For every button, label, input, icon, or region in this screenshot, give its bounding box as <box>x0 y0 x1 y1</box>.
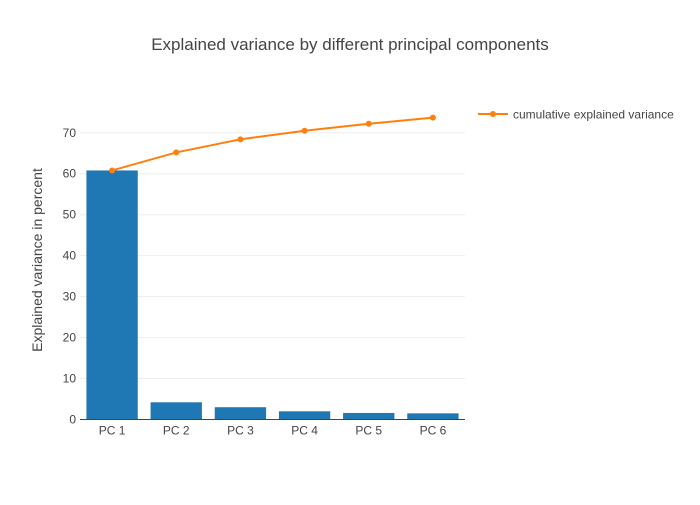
line-point[interactable] <box>237 136 244 143</box>
bar[interactable] <box>407 413 459 420</box>
legend-marker-symbol <box>490 111 496 117</box>
y-axis-title: Explained variance in percent <box>29 168 45 352</box>
line-point[interactable] <box>365 120 372 127</box>
line-point[interactable] <box>429 114 436 121</box>
bar[interactable] <box>343 412 395 420</box>
legend[interactable]: cumulative explained variance <box>478 108 674 122</box>
line-series[interactable] <box>109 114 436 174</box>
bar[interactable] <box>214 407 267 420</box>
x-tick-label: PC 5 <box>355 424 382 438</box>
x-tick-label: PC 6 <box>420 424 447 438</box>
line-point[interactable] <box>301 127 308 134</box>
x-tick-label: PC 2 <box>163 424 190 438</box>
bar[interactable] <box>150 402 202 420</box>
cumulative-line[interactable] <box>111 116 434 172</box>
line-point[interactable] <box>173 149 180 156</box>
y-tick-label: 20 <box>63 331 77 345</box>
y-tick-label: 70 <box>63 126 77 140</box>
y-tick-label: 10 <box>63 372 77 386</box>
gridlines <box>80 132 465 380</box>
line-point[interactable] <box>109 167 116 174</box>
y-tick-label: 0 <box>69 413 76 427</box>
legend-label[interactable]: cumulative explained variance <box>513 108 674 122</box>
y-axis-ticks: 0 10 20 30 40 50 60 70 <box>63 126 77 427</box>
x-tick-label: PC 4 <box>291 424 318 438</box>
y-tick-label: 30 <box>63 290 77 304</box>
bar[interactable] <box>86 170 138 420</box>
y-tick-label: 60 <box>63 167 77 181</box>
x-tick-label: PC 3 <box>227 424 254 438</box>
bar[interactable] <box>278 411 331 420</box>
y-tick-label: 40 <box>63 249 77 263</box>
bar-series[interactable] <box>86 170 459 420</box>
x-axis-ticks: PC 1 PC 2 PC 3 PC 4 PC 5 PC 6 <box>99 424 447 438</box>
chart-title: Explained variance by different principa… <box>151 35 549 54</box>
y-tick-label: 50 <box>63 208 77 222</box>
x-tick-label: PC 1 <box>99 424 126 438</box>
